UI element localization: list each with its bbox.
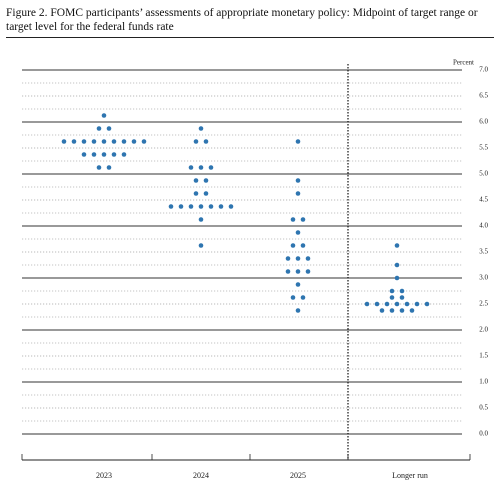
participant-dot xyxy=(399,288,405,294)
participant-dot xyxy=(198,204,204,209)
y-tick-label: 3.5 xyxy=(479,248,488,256)
participant-dot xyxy=(203,178,209,183)
participant-dot xyxy=(71,139,77,144)
participant-dot xyxy=(374,301,380,307)
participant-dot xyxy=(285,256,291,261)
participant-dot xyxy=(389,295,395,300)
participant-dot xyxy=(394,243,400,248)
title-rule xyxy=(6,37,494,38)
participant-dot xyxy=(106,165,112,170)
participant-dot xyxy=(295,269,301,274)
participant-dot xyxy=(81,152,87,157)
y-tick-label: 5.0 xyxy=(479,170,488,178)
participant-dot xyxy=(168,204,174,209)
participant-dot xyxy=(414,301,420,307)
participant-dot xyxy=(295,139,301,144)
participant-dot xyxy=(203,191,209,196)
participant-dot xyxy=(193,178,199,183)
participant-dot xyxy=(285,269,291,274)
y-tick-label: 5.5 xyxy=(479,144,488,152)
y-tick-label: 4.0 xyxy=(479,222,488,230)
participant-dot xyxy=(295,256,301,261)
participant-dot xyxy=(295,191,301,196)
participant-dot xyxy=(91,139,97,144)
y-tick-label: 1.0 xyxy=(479,378,488,386)
participant-dot xyxy=(228,204,234,209)
participant-dot xyxy=(131,139,137,144)
participant-dot xyxy=(290,295,296,300)
x-tick-label: 2025 xyxy=(290,471,306,480)
participant-dot xyxy=(101,139,107,144)
participant-dot xyxy=(379,308,385,313)
participant-dot xyxy=(218,204,224,209)
participant-dot xyxy=(61,139,67,144)
participant-dot xyxy=(399,308,405,313)
y-tick-label: 6.0 xyxy=(479,118,488,126)
participant-dot xyxy=(208,204,214,209)
participant-dot xyxy=(96,165,102,170)
participant-dot xyxy=(198,217,204,222)
y-tick-label: 6.5 xyxy=(479,92,488,100)
y-tick-label: 7.0 xyxy=(479,66,488,74)
participant-dot xyxy=(364,301,370,307)
participant-dot xyxy=(409,308,415,313)
participant-dot xyxy=(81,139,87,144)
participant-dot xyxy=(178,204,184,209)
participant-dot xyxy=(188,165,194,170)
y-tick-label: 2.5 xyxy=(479,300,488,308)
participant-dot xyxy=(193,191,199,196)
participant-dot xyxy=(111,152,117,157)
y-tick-label: 1.5 xyxy=(479,352,488,360)
participant-dot xyxy=(203,139,209,144)
participant-dot xyxy=(295,178,301,183)
participant-dot xyxy=(106,126,112,131)
participant-dot xyxy=(198,126,204,131)
participant-dot xyxy=(300,243,306,248)
participant-dot xyxy=(198,243,204,248)
participant-dot xyxy=(101,152,107,157)
x-tick-label: 2024 xyxy=(193,471,209,480)
participant-dot xyxy=(101,113,107,118)
participant-dot xyxy=(394,262,400,268)
participant-dot xyxy=(193,139,199,144)
y-tick-label: 3.0 xyxy=(479,274,488,282)
y-tick-label: 4.5 xyxy=(479,196,488,204)
participant-dot xyxy=(121,152,127,157)
participant-dot xyxy=(141,139,147,144)
participant-dot xyxy=(188,204,194,209)
participant-dot xyxy=(384,301,390,307)
participant-dot xyxy=(305,256,311,261)
y-tick-label: 2.0 xyxy=(479,326,488,334)
participant-dot xyxy=(404,301,410,307)
y-tick-label: 0.5 xyxy=(479,404,488,412)
participant-dot xyxy=(305,269,311,274)
participant-dot xyxy=(121,139,127,144)
participant-dot xyxy=(295,308,301,313)
participant-dot xyxy=(389,288,395,294)
participant-dot xyxy=(111,139,117,144)
x-tick-label: 2023 xyxy=(96,471,112,480)
y-tick-label: 0.0 xyxy=(479,430,488,438)
participant-dot xyxy=(208,165,214,170)
participant-dot xyxy=(295,282,301,287)
chart-title: Figure 2. FOMC participants’ assessments… xyxy=(6,7,478,33)
participant-dot xyxy=(389,308,395,313)
participant-dot xyxy=(198,165,204,170)
participant-dot xyxy=(424,301,430,307)
participant-dot xyxy=(290,217,296,222)
y-axis-label: Percent xyxy=(453,59,474,67)
participant-dot xyxy=(91,152,97,157)
participant-dot xyxy=(394,275,400,281)
participant-dot xyxy=(96,126,102,131)
participant-dot xyxy=(290,243,296,248)
participant-dot xyxy=(394,301,400,307)
participant-dot xyxy=(300,295,306,300)
participant-dot xyxy=(399,295,405,300)
participant-dot xyxy=(295,230,301,235)
participant-dot xyxy=(300,217,306,222)
x-tick-label: Longer run xyxy=(392,471,428,480)
